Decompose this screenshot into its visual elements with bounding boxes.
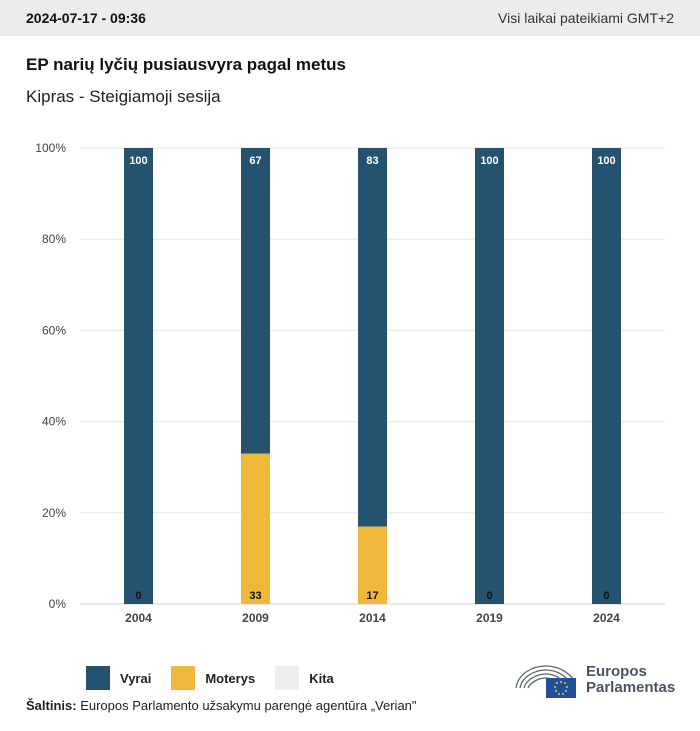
european-parliament-logo-icon xyxy=(515,665,576,698)
source-text: Europos Parlamento užsakymu parengė agen… xyxy=(80,698,417,713)
y-tick-label: 20% xyxy=(42,506,66,520)
top-bar: 2024-07-17 - 09:36 Visi laikai pateikiam… xyxy=(0,0,700,36)
legend: Vyrai Moterys Kita xyxy=(86,666,354,690)
y-tick-label: 0% xyxy=(49,597,67,611)
chart-title: EP narių lyčių pusiausvyra pagal metus xyxy=(26,55,346,74)
legend-label-moterys: Moterys xyxy=(205,670,256,686)
bar-vyrai xyxy=(592,148,621,604)
data-label-vyrai: 100 xyxy=(597,155,615,167)
y-tick-label: 60% xyxy=(42,323,66,337)
data-label-moterys: 0 xyxy=(135,590,141,602)
bar-chart: 0% 20% 40% 60% 80% 100% 100 0 2004 67 33 2009 83 17 20… xyxy=(35,141,665,625)
source-note: Šaltinis: Europos Parlamento užsakymu pa… xyxy=(26,698,417,713)
data-label-moterys: 33 xyxy=(249,590,261,602)
timezone-note: Visi laikai pateikiami GMT+2 xyxy=(498,10,674,26)
y-tick-label: 40% xyxy=(42,415,66,429)
chart-subtitle: Kipras - Steigiamoji sesija xyxy=(26,87,221,106)
timestamp: 2024-07-17 - 09:36 xyxy=(26,10,146,26)
x-tick-label: 2024 xyxy=(593,611,620,625)
x-tick-label: 2004 xyxy=(125,611,152,625)
x-tick-label: 2009 xyxy=(242,611,269,625)
data-label-moterys: 0 xyxy=(486,590,492,602)
y-tick-label: 80% xyxy=(42,232,66,246)
bar-vyrai xyxy=(124,148,153,604)
legend-item-moterys[interactable]: Moterys xyxy=(171,666,255,690)
bar-moterys xyxy=(358,526,387,604)
legend-label-kita: Kita xyxy=(309,670,334,686)
data-label-vyrai: 100 xyxy=(480,155,498,167)
data-label-vyrai: 67 xyxy=(249,155,261,167)
legend-swatch-vyrai xyxy=(86,666,110,690)
data-label-moterys: 0 xyxy=(603,590,609,602)
logo-line-2: Parlamentas xyxy=(586,679,676,696)
data-label-vyrai: 100 xyxy=(129,155,147,167)
y-tick-label: 100% xyxy=(35,141,66,155)
legend-swatch-kita xyxy=(275,666,300,690)
data-label-moterys: 17 xyxy=(366,590,378,602)
legend-label-vyrai: Vyrai xyxy=(120,670,152,686)
bar-vyrai xyxy=(241,148,270,454)
bar-vyrai xyxy=(358,148,387,527)
ep-logo: Europos Parlamentas xyxy=(512,660,675,700)
x-tick-label: 2014 xyxy=(359,611,386,625)
logo-line-1: Europos xyxy=(586,663,647,680)
data-label-vyrai: 83 xyxy=(366,155,378,167)
x-tick-label: 2019 xyxy=(476,611,503,625)
legend-swatch-moterys xyxy=(171,666,196,690)
bar-vyrai xyxy=(475,148,504,604)
bar-moterys xyxy=(241,453,270,604)
source-label: Šaltinis: xyxy=(26,698,77,713)
legend-item-vyrai[interactable]: Vyrai xyxy=(86,666,151,690)
legend-item-kita[interactable]: Kita xyxy=(275,666,334,690)
